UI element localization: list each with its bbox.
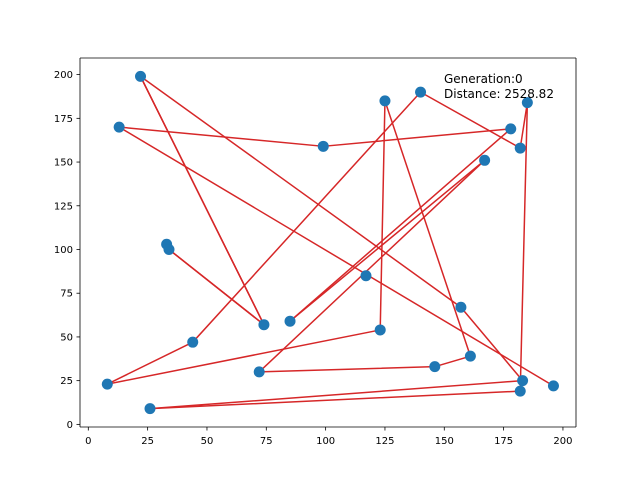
route-segment [289,128,512,322]
route-segment [258,159,486,373]
city-point [464,350,476,362]
city-point [360,270,372,282]
y-tick-label: 150 [54,158,73,169]
route-segment [168,248,265,326]
y-tick-label: 125 [54,201,73,212]
route-segment [384,100,472,357]
city-point [258,319,270,331]
route-segment [106,329,381,385]
city-point [547,380,559,392]
y-axis-ticks: 0 25 50 75 100 125 150 175 200 [54,70,80,431]
y-tick-label: 75 [60,289,73,300]
x-tick-label: 150 [435,436,454,447]
route-segment [118,126,325,148]
route-segment [149,379,524,410]
city-point [455,301,467,313]
city-point [187,336,199,348]
x-axis-ticks: 0 25 50 75 100 125 150 175 200 [85,427,572,447]
distance-label: Distance: 2528.82 [444,87,554,101]
city-point [479,154,491,166]
x-tick-label: 25 [141,436,154,447]
route-segment [322,128,512,148]
city-point [374,324,386,336]
city-point [163,243,175,255]
y-tick-label: 50 [60,332,73,343]
y-tick-label: 100 [54,245,73,256]
city-point [253,366,265,378]
city-point [135,70,147,82]
city-point [429,361,441,373]
city-point [514,385,526,397]
generation-label: Generation:0 [444,72,523,86]
route-segment [258,365,436,373]
x-tick-label: 200 [553,436,572,447]
y-tick-label: 0 [67,420,73,431]
city-point [317,140,329,152]
city-point [514,142,526,154]
route-segment [118,126,555,387]
city-point [517,375,529,387]
route-segment [191,91,422,343]
axes-frame [79,57,577,428]
city-point [505,123,517,135]
x-tick-label: 125 [375,436,394,447]
y-tick-label: 25 [60,376,73,387]
route-segment [149,390,521,410]
route-segment [434,355,472,368]
city-point [415,86,427,98]
route-segment [139,75,265,326]
city-point [379,95,391,107]
y-tick-label: 175 [54,114,73,125]
route-segment [289,159,486,322]
route-path [106,75,555,410]
city-points [101,70,559,415]
route-segment [519,101,529,149]
route-segment [419,91,521,149]
route-segment [460,306,524,382]
route-segment [106,341,194,385]
route-segment [379,100,386,331]
route-segment [519,101,529,392]
city-point [101,378,113,390]
city-point [144,403,156,415]
x-tick-label: 0 [85,436,91,447]
route-segment [139,75,462,308]
city-point [113,121,125,133]
x-tick-label: 50 [201,436,214,447]
x-tick-label: 100 [316,436,335,447]
x-tick-label: 175 [494,436,513,447]
plot-area [80,58,576,427]
city-point [284,315,296,327]
y-tick-label: 200 [54,70,73,81]
city-point [521,97,533,109]
x-tick-label: 75 [260,436,273,447]
